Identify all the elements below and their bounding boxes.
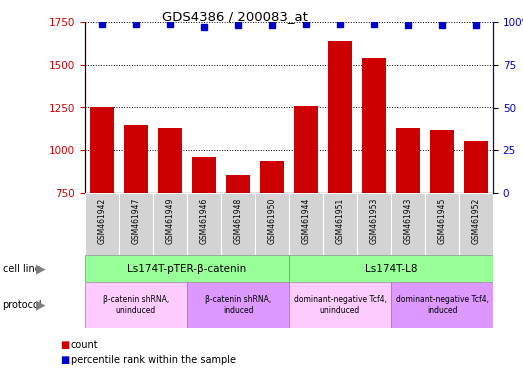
Bar [289, 193, 323, 255]
Text: Ls174T-L8: Ls174T-L8 [365, 263, 417, 273]
Bar [255, 193, 289, 255]
Bar [192, 157, 216, 193]
Text: GSM461947: GSM461947 [131, 198, 141, 244]
Text: GSM461952: GSM461952 [472, 198, 481, 244]
Bar [187, 193, 221, 255]
Bar [323, 193, 357, 255]
Text: GSM461945: GSM461945 [438, 198, 447, 244]
Bar [226, 175, 250, 193]
Bar [289, 282, 391, 328]
Text: ■: ■ [60, 340, 70, 350]
Bar [430, 130, 454, 193]
Bar [187, 282, 289, 328]
Bar [90, 107, 114, 193]
Bar [328, 41, 352, 193]
Text: ■: ■ [60, 355, 70, 365]
Text: β-catenin shRNA,
uninduced: β-catenin shRNA, uninduced [103, 295, 169, 315]
Bar [85, 193, 119, 255]
Text: β-catenin shRNA,
induced: β-catenin shRNA, induced [205, 295, 271, 315]
Text: GSM461948: GSM461948 [233, 198, 243, 244]
Bar [425, 193, 459, 255]
Bar [464, 141, 488, 193]
Text: ▶: ▶ [36, 262, 45, 275]
Bar [289, 255, 493, 282]
Bar [85, 282, 187, 328]
Bar [119, 193, 153, 255]
Bar [294, 106, 318, 193]
Text: GDS4386 / 200083_at: GDS4386 / 200083_at [163, 10, 308, 23]
Text: GSM461943: GSM461943 [404, 198, 413, 244]
Text: GSM461944: GSM461944 [301, 198, 311, 244]
Text: GSM461946: GSM461946 [199, 198, 209, 244]
Text: protocol: protocol [3, 300, 42, 310]
Bar [158, 128, 182, 193]
Text: dominant-negative Tcf4,
uninduced: dominant-negative Tcf4, uninduced [293, 295, 386, 315]
Bar [391, 282, 493, 328]
Bar [221, 193, 255, 255]
Text: GSM461949: GSM461949 [165, 198, 175, 244]
Text: GSM461953: GSM461953 [370, 198, 379, 244]
Bar [357, 193, 391, 255]
Text: Ls174T-pTER-β-catenin: Ls174T-pTER-β-catenin [128, 263, 247, 273]
Text: dominant-negative Tcf4,
induced: dominant-negative Tcf4, induced [395, 295, 488, 315]
Bar [124, 126, 148, 193]
Text: count: count [71, 340, 98, 350]
Bar [260, 161, 284, 193]
Bar [153, 193, 187, 255]
Bar [396, 128, 420, 193]
Text: GSM461942: GSM461942 [97, 198, 107, 244]
Bar [459, 193, 493, 255]
Text: percentile rank within the sample: percentile rank within the sample [71, 355, 235, 365]
Bar [391, 193, 425, 255]
Bar [362, 58, 386, 193]
Text: ▶: ▶ [36, 298, 45, 311]
Text: GSM461951: GSM461951 [335, 198, 345, 244]
Bar [85, 255, 289, 282]
Text: cell line: cell line [3, 263, 40, 273]
Text: GSM461950: GSM461950 [267, 198, 277, 244]
